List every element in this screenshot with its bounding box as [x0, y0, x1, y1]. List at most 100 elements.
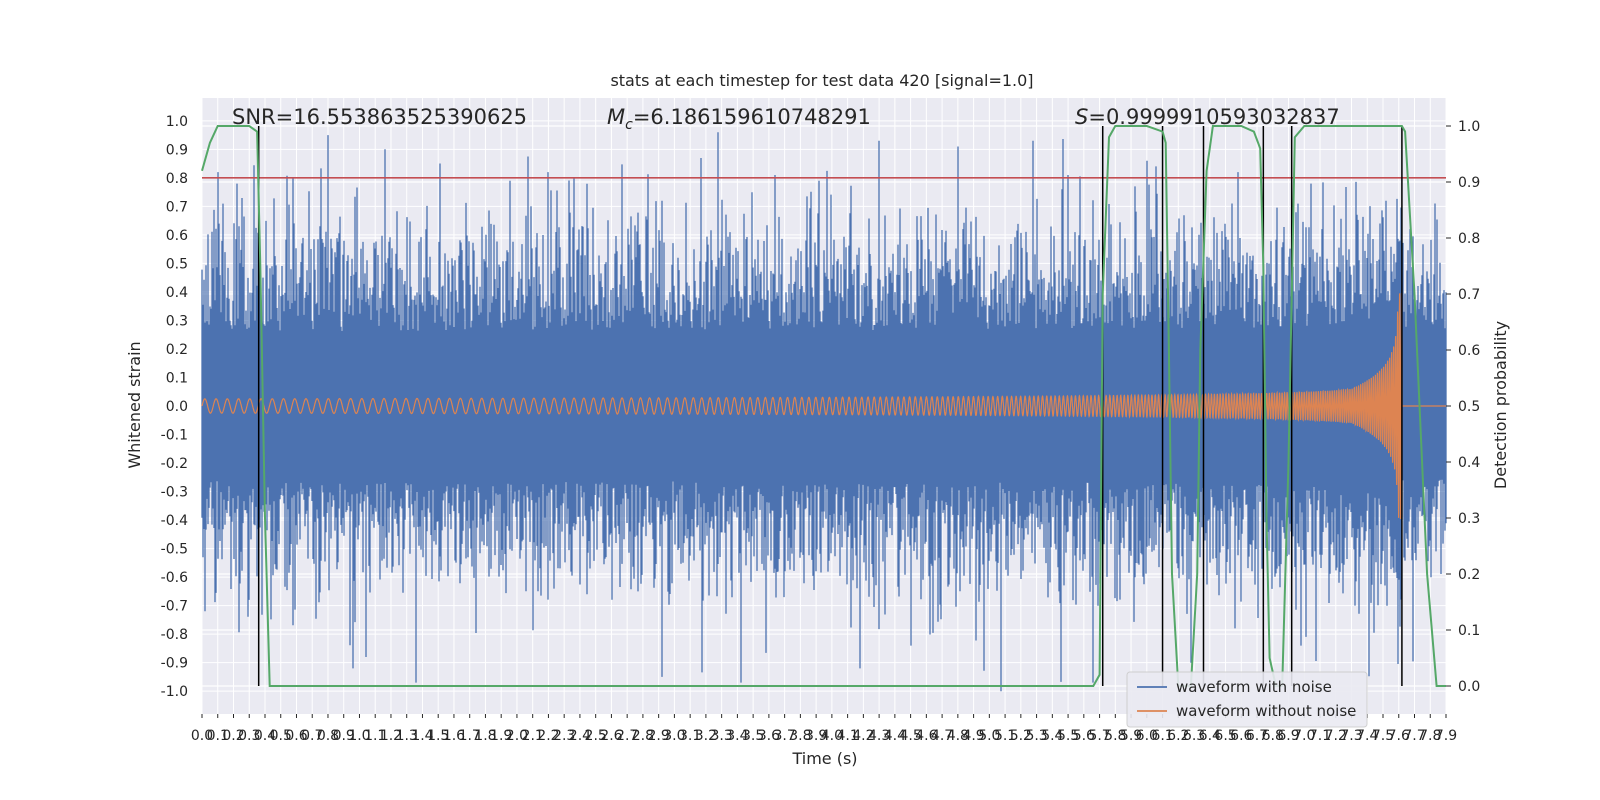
x-tick-label: 2.2 — [537, 728, 559, 744]
left-y-tick-label: 0.3 — [166, 313, 188, 329]
x-tick-label: 0.1 — [207, 728, 229, 744]
left-y-axis-label: Whitened strain — [125, 341, 144, 468]
x-tick-label: 0.4 — [254, 728, 276, 744]
x-tick-label: 2.3 — [553, 728, 575, 744]
right-y-tick-label: 0.8 — [1458, 231, 1480, 247]
x-tick-label: 4.3 — [868, 728, 890, 744]
x-tick-label: 7.5 — [1372, 728, 1394, 744]
x-tick-label: 6.1 — [1151, 728, 1173, 744]
series-detection-probability — [201, 125, 1446, 687]
x-tick-label: 7.7 — [1403, 728, 1425, 744]
left-y-tick-label: 1.0 — [166, 114, 188, 130]
right-y-tick-label: 0.0 — [1458, 679, 1480, 695]
x-tick-label: 1.7 — [459, 728, 481, 744]
x-tick-label: 3.0 — [663, 728, 685, 744]
x-tick-label: 1.9 — [490, 728, 512, 744]
series-waveform-without-noise — [201, 292, 1446, 520]
left-y-tick-label: 0.2 — [166, 342, 188, 358]
left-y-tick-label: -0.2 — [161, 456, 188, 472]
legend-box — [1126, 671, 1368, 728]
left-y-axis-ticks: -1.0 -0.9 -0.8 -0.7 -0.6 -0.5 -0.4 -0.3 -0.2 -0.1… — [161, 114, 188, 700]
x-tick-label: 1.1 — [364, 728, 386, 744]
x-tick-label: 1.8 — [474, 728, 496, 744]
right-y-tick-label: 0.3 — [1458, 511, 1480, 527]
x-tick-label: 3.5 — [742, 728, 764, 744]
x-tick-label: 2.4 — [569, 728, 591, 744]
x-tick-label: 3.1 — [679, 728, 701, 744]
x-tick-label: 3.7 — [774, 728, 796, 744]
x-tick-label: 4.4 — [884, 728, 906, 744]
right-y-tick-label: 0.6 — [1458, 343, 1480, 359]
x-tick-label: 5.1 — [994, 728, 1016, 744]
mc-subscript: c — [625, 117, 633, 133]
x-tick-label: 3.4 — [726, 728, 748, 744]
left-y-tick-label: -0.1 — [161, 428, 188, 444]
left-y-tick-label: -0.8 — [161, 627, 188, 643]
left-y-tick-label: 0.8 — [166, 171, 188, 187]
left-y-tick-label: 0.6 — [166, 228, 188, 244]
left-y-tick-label: -0.9 — [161, 656, 188, 672]
left-y-tick-label: -0.3 — [161, 485, 188, 501]
x-tick-label: 2.1 — [522, 728, 544, 744]
x-tick-label: 7.3 — [1340, 728, 1362, 744]
x-tick-label: 6.3 — [1183, 728, 1205, 744]
x-tick-label: 3.9 — [805, 728, 827, 744]
legend-label-clean: waveform without noise — [1176, 702, 1356, 720]
s-value: =0.9999910593032837 — [1088, 105, 1339, 129]
left-y-tick-label: -0.5 — [161, 542, 188, 558]
left-y-tick-label: -0.6 — [161, 570, 188, 586]
left-y-tick-label: 0.0 — [166, 399, 188, 415]
x-tick-label: 0.8 — [317, 728, 339, 744]
x-tick-label: 1.2 — [380, 728, 402, 744]
x-tick-label: 7.8 — [1419, 728, 1441, 744]
mc-value: =6.186159610748291 — [633, 105, 871, 129]
x-tick-label: 0.9 — [333, 728, 355, 744]
x-tick-label: 6.6 — [1230, 728, 1252, 744]
x-tick-label: 3.6 — [758, 728, 780, 744]
right-y-axis-ticks: 0.0 0.1 0.2 0.3 0.4 0.5 0.6 0.7 0.8 0.9 1.0 — [1446, 119, 1480, 695]
x-tick-label: 0.5 — [270, 728, 292, 744]
score-annotation: S=0.9999910593032837 — [1075, 105, 1340, 129]
right-y-tick-label: 0.4 — [1458, 455, 1480, 471]
chart-title: stats at each timestep for test data 420… — [610, 71, 1033, 90]
x-tick-label: 4.8 — [947, 728, 969, 744]
x-tick-label: 5.3 — [1025, 728, 1047, 744]
right-y-tick-label: 0.5 — [1458, 399, 1480, 415]
x-tick-label: 2.0 — [506, 728, 528, 744]
x-tick-label: 5.5 — [1057, 728, 1079, 744]
x-tick-label: 0.6 — [285, 728, 307, 744]
right-y-tick-label: 1.0 — [1458, 119, 1480, 135]
x-tick-label: 5.4 — [1041, 728, 1063, 744]
left-y-tick-label: -1.0 — [161, 684, 188, 700]
x-tick-label: 1.4 — [411, 728, 433, 744]
x-tick-label: 6.5 — [1214, 728, 1236, 744]
mc-symbol: M — [607, 105, 625, 129]
x-tick-label: 6.8 — [1262, 728, 1284, 744]
probability-line — [201, 125, 1446, 687]
x-tick-label: 6.0 — [1136, 728, 1158, 744]
x-tick-label: 4.2 — [852, 728, 874, 744]
right-y-axis-label: Detection probability — [1491, 321, 1510, 489]
x-tick-label: 7.0 — [1293, 728, 1315, 744]
x-tick-label: 4.6 — [915, 728, 937, 744]
x-tick-label: 4.0 — [821, 728, 843, 744]
chirp-mass-annotation: Mc=6.186159610748291 — [607, 105, 871, 133]
left-y-tick-label: -0.4 — [161, 513, 188, 529]
x-tick-label: 7.2 — [1325, 728, 1347, 744]
x-tick-label: 3.3 — [711, 728, 733, 744]
right-y-tick-label: 0.7 — [1458, 287, 1480, 303]
right-y-tick-label: 0.2 — [1458, 567, 1480, 583]
x-tick-label: 7.4 — [1356, 728, 1378, 744]
x-tick-label: 2.8 — [632, 728, 654, 744]
x-tick-label: 5.7 — [1088, 728, 1110, 744]
x-tick-label: 0.7 — [301, 728, 323, 744]
x-tick-label: 4.9 — [962, 728, 984, 744]
clean-waveform-line — [201, 292, 1446, 520]
left-y-tick-label: 0.4 — [166, 285, 188, 301]
x-tick-label: 1.0 — [348, 728, 370, 744]
left-y-tick-label: 0.7 — [166, 199, 188, 215]
x-tick-label: 5.2 — [1010, 728, 1032, 744]
x-tick-label: 2.6 — [600, 728, 622, 744]
x-tick-label: 6.7 — [1246, 728, 1268, 744]
